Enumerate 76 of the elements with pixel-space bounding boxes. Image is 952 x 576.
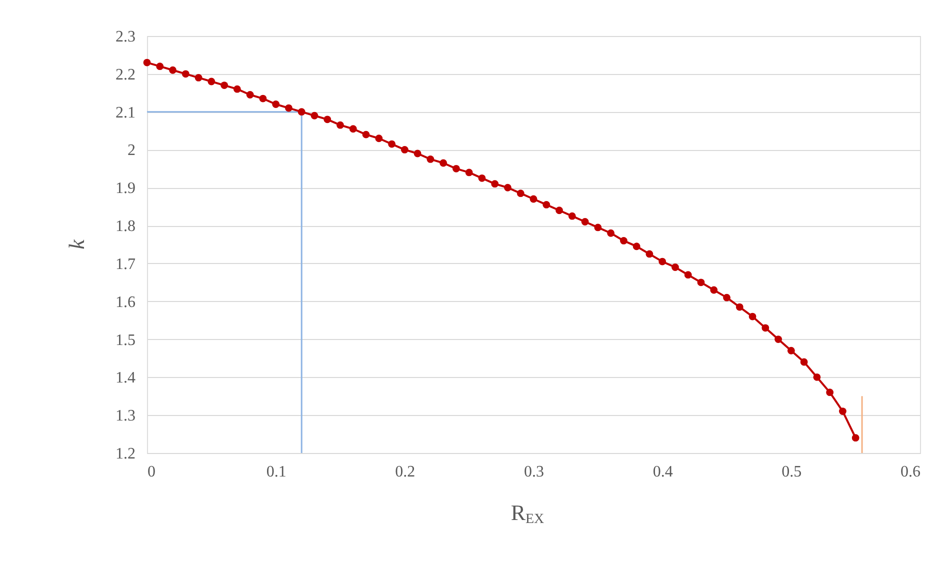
point xyxy=(646,250,654,258)
point xyxy=(658,258,666,266)
x-tick-label: 0.6 xyxy=(900,464,920,480)
point xyxy=(762,324,770,332)
y-axis-title: k xyxy=(64,238,89,250)
point xyxy=(452,164,460,172)
y-tick-label: 1.7 xyxy=(116,256,136,273)
point xyxy=(310,112,318,120)
y-tick-label: 1.8 xyxy=(116,218,136,236)
point xyxy=(774,336,782,343)
point xyxy=(813,373,821,381)
point xyxy=(246,91,254,98)
point xyxy=(375,134,383,142)
point xyxy=(156,62,164,70)
point xyxy=(233,85,241,93)
x-tick-label: 0.2 xyxy=(395,464,416,480)
point xyxy=(684,271,692,279)
point xyxy=(272,100,280,108)
point xyxy=(748,312,756,320)
x-tick-label: 0 xyxy=(148,464,156,480)
point xyxy=(349,125,357,133)
point xyxy=(607,229,615,237)
point xyxy=(491,180,499,188)
y-tick-label: 1.9 xyxy=(116,180,136,198)
point xyxy=(336,121,344,129)
y-tick-label: 1.4 xyxy=(116,370,136,387)
point xyxy=(324,116,332,124)
y-tick-label: 1.6 xyxy=(116,294,136,311)
point xyxy=(581,218,589,226)
point xyxy=(826,388,834,396)
x-tick-label: 0.1 xyxy=(266,464,286,480)
point xyxy=(838,408,846,415)
point xyxy=(414,150,422,158)
point xyxy=(208,78,216,86)
point xyxy=(568,212,576,220)
y-tick-label: 2.3 xyxy=(116,28,136,46)
y-tick-label: 1.3 xyxy=(116,408,136,425)
point xyxy=(787,346,795,354)
y-tick-label: 2.1 xyxy=(116,104,136,122)
point xyxy=(220,82,228,89)
point xyxy=(632,242,640,250)
point xyxy=(298,108,306,116)
x-tick-label: 0.4 xyxy=(652,464,673,480)
point xyxy=(852,434,860,442)
point xyxy=(362,130,370,138)
point xyxy=(594,224,602,232)
y-tick-label: 1.2 xyxy=(116,446,136,462)
point xyxy=(556,206,563,214)
x-tick-label: 0.3 xyxy=(524,464,544,480)
point xyxy=(542,200,550,208)
point xyxy=(400,146,408,154)
point xyxy=(440,159,448,167)
point xyxy=(504,184,512,192)
point xyxy=(697,278,705,286)
point xyxy=(723,294,730,302)
point xyxy=(516,190,524,198)
point xyxy=(710,286,718,294)
point xyxy=(478,174,486,182)
y-tick-label: 2.2 xyxy=(116,66,136,84)
point xyxy=(182,70,190,78)
y-tick-label: 2 xyxy=(128,142,136,160)
point xyxy=(285,104,292,112)
point xyxy=(259,94,267,102)
point xyxy=(426,156,434,163)
point xyxy=(530,195,538,203)
x-tick-label: 0.5 xyxy=(782,464,802,480)
point xyxy=(620,237,628,244)
point xyxy=(143,58,151,66)
y-tick-label: 1.5 xyxy=(116,332,136,349)
point xyxy=(672,264,679,271)
point xyxy=(800,358,808,366)
point xyxy=(465,168,473,176)
point xyxy=(388,140,396,148)
point xyxy=(169,66,176,74)
point xyxy=(736,303,744,311)
point xyxy=(194,74,202,82)
